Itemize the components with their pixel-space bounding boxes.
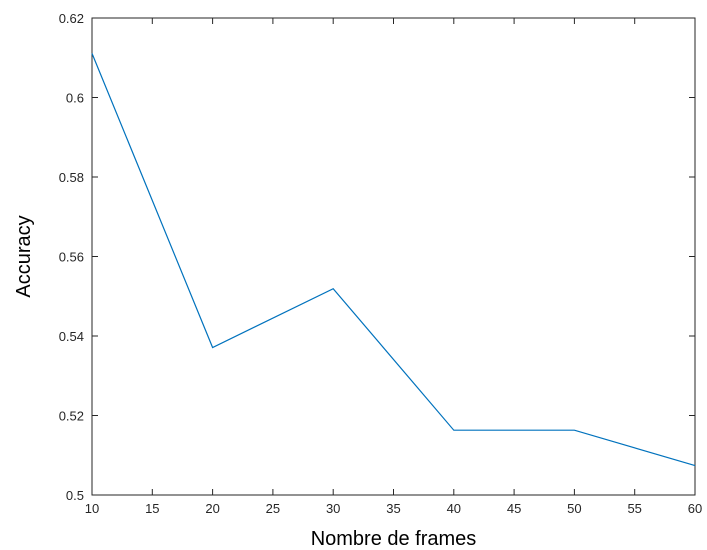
series-line [91,53,696,467]
y-tick-label: 0.5 [66,488,84,503]
axis-ticks [91,17,696,496]
x-tick-label: 55 [627,501,641,516]
y-tick-label: 0.56 [59,250,84,265]
x-tick-label: 45 [507,501,521,516]
x-tick-label: 30 [326,501,340,516]
x-tick-label: 10 [85,501,99,516]
y-tick-label: 0.54 [59,329,84,344]
y-tick-label: 0.52 [59,409,84,424]
x-tick-label: 15 [145,501,159,516]
x-tick-label: 25 [266,501,280,516]
x-tick-label: 60 [688,501,702,516]
y-tick-labels: 0.5 0.52 0.54 0.56 0.58 0.6 0.62 [59,11,84,503]
x-tick-label: 35 [386,501,400,516]
x-tick-label: 50 [567,501,581,516]
x-axis-label: Nombre de frames [311,528,477,550]
x-tick-label: 20 [205,501,219,516]
series-layer [91,53,696,467]
y-tick-label: 0.6 [66,91,84,106]
y-tick-label: 0.58 [59,170,84,185]
x-tick-labels: 10 15 20 25 30 35 40 45 50 55 60 [85,501,702,516]
plot-area [91,17,696,496]
y-axis-label: Accuracy [13,215,35,297]
x-tick-label: 40 [447,501,461,516]
y-tick-label: 0.62 [59,11,84,26]
